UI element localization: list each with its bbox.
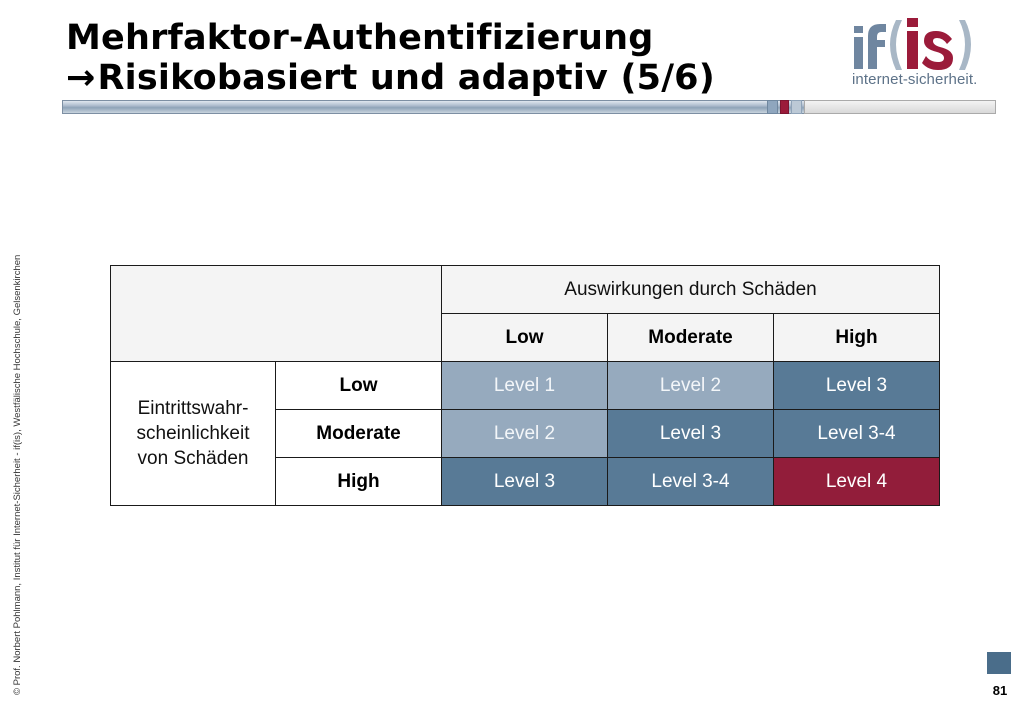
matrix-header-row: Auswirkungen durch Schäden (110, 265, 940, 362)
page-marker (987, 652, 1011, 674)
copyright-text: © Prof. Norbert Pohlmann, Institut für I… (12, 254, 23, 695)
risk-matrix: Auswirkungen durch Schäden Low Moderate … (110, 265, 940, 506)
logo-text: internet-sicherheit. (852, 71, 978, 88)
likelihood-header-line: von Schäden (137, 448, 249, 469)
header-bar-tail (804, 100, 996, 114)
slide-title: Mehrfaktor-Authentifizierung →Risikobasi… (66, 18, 715, 98)
risk-level-cell: Level 3 (773, 361, 940, 410)
matrix-row: Moderate Level 2 Level 3 Level 3-4 (111, 409, 940, 458)
title-line-2: Risikobasiert und adaptiv (5/6) (97, 58, 715, 98)
matrix-column-labels: Low Moderate High (111, 313, 940, 362)
likelihood-header: Eintrittswahr- scheinlichkeit von Schäde… (110, 361, 276, 506)
title-line-2-wrapper: →Risikobasiert und adaptiv (5/6) (66, 58, 715, 98)
header-bar-accent (780, 100, 789, 114)
column-label: High (773, 313, 940, 362)
column-label: Low (441, 313, 608, 362)
row-label: Low (275, 361, 442, 410)
risk-level-cell: Level 2 (441, 409, 608, 458)
row-label: Moderate (275, 409, 442, 458)
likelihood-header-line: scheinlichkeit (136, 423, 250, 444)
row-label: High (275, 457, 442, 506)
risk-level-cell: Level 3-4 (607, 457, 774, 506)
title-line-1: Mehrfaktor-Authentifizierung (66, 18, 654, 58)
header-bar-segment (767, 100, 778, 114)
column-label: Moderate (607, 313, 774, 362)
header-bar-segment (791, 100, 802, 114)
risk-level-cell: Level 1 (441, 361, 608, 410)
matrix-row: High Level 3 Level 3-4 Level 4 (111, 457, 940, 506)
arrow-icon: → (66, 58, 96, 98)
likelihood-header-line: Eintrittswahr- (137, 398, 249, 419)
risk-level-cell: Level 3 (607, 409, 774, 458)
risk-level-cell: Level 3 (441, 457, 608, 506)
matrix-corner-cell (110, 265, 442, 362)
impact-header: Auswirkungen durch Schäden (441, 265, 940, 314)
page-number: 81 (992, 683, 1008, 698)
risk-level-cell: Level 3-4 (773, 409, 940, 458)
ifis-logo (854, 18, 971, 70)
risk-level-cell: Level 2 (607, 361, 774, 410)
risk-level-cell: Level 4 (773, 457, 940, 506)
matrix-row: Eintrittswahr- scheinlichkeit von Schäde… (110, 361, 940, 506)
